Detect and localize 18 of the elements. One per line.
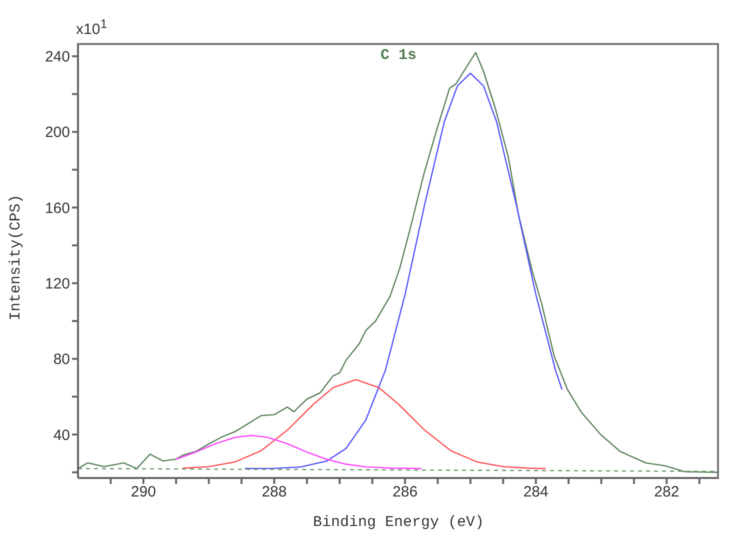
x-tick-label: 288: [262, 484, 287, 501]
y-tick-label: 40: [53, 426, 70, 444]
line-series: [244, 72, 563, 470]
y-tick-label: 160: [44, 200, 70, 217]
x-tick-label: 290: [130, 484, 156, 501]
y-tick-label: 200: [44, 124, 70, 142]
y-axis-title: Intensity(CPS): [7, 194, 24, 320]
y-tick-label: 120: [44, 276, 70, 293]
x-tick-label: 286: [392, 484, 418, 501]
x-axis-title: Binding Energy (eV): [312, 514, 484, 531]
text: x10$^{1}$: [76, 17, 108, 38]
x-tick-label: 284: [523, 484, 548, 501]
line-series: [182, 379, 546, 470]
x-tick-label: 282: [654, 484, 680, 501]
line-series: [175, 434, 422, 470]
chart-title: C 1s: [379, 47, 418, 64]
y-tick-label: 80: [53, 351, 70, 368]
y-tick-label: 240: [44, 48, 70, 66]
